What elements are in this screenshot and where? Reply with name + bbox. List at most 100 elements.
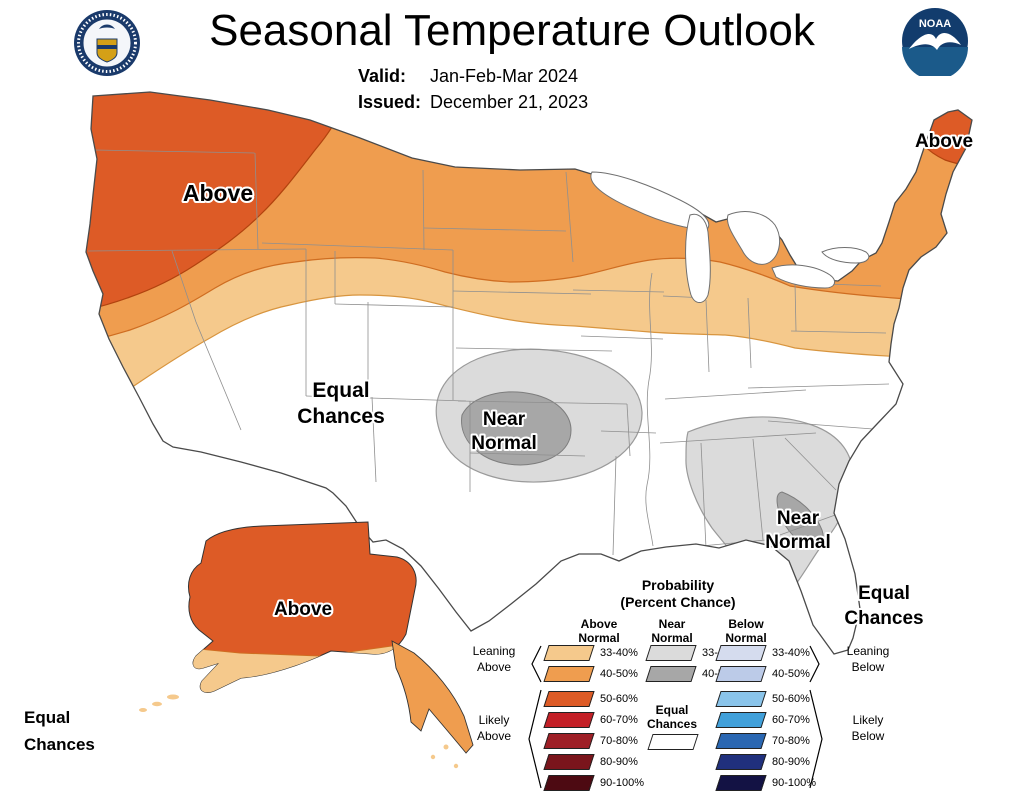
legend-row-below-40-50: 40-50%: [715, 666, 810, 682]
label-above-maine: Above: [915, 131, 973, 152]
legend-header-near-2: Normal: [651, 631, 693, 645]
alaska-panhandle: [391, 640, 474, 754]
legend-header-below-1: Below: [728, 617, 764, 631]
swatch-near-40-50: [645, 666, 697, 682]
range-below-80-90: 80-90%: [772, 756, 810, 768]
swatch-above-50-60: [543, 691, 595, 707]
legend-header-below: Below Normal: [711, 617, 781, 645]
legend-row-below-33-40: 33-40%: [715, 645, 810, 661]
issued-value: December 21, 2023: [430, 92, 589, 112]
label-above-alaska: Above: [274, 599, 332, 620]
legend-leaning-below-label: Leaning Below: [826, 643, 910, 675]
likely-above-2: Above: [476, 729, 512, 743]
swatch-below-40-50: [715, 666, 767, 682]
legend-header-near-1: Near: [658, 617, 686, 631]
legend-row-below-90-100: 90-100%: [715, 775, 816, 791]
valid-issued-block: Valid: Jan-Feb-Mar 2024 Issued: December…: [358, 63, 588, 115]
great-lakes: [590, 171, 870, 303]
legend-row-above-80-90: 80-90%: [543, 754, 638, 770]
leaning-below-2: Below: [851, 660, 885, 674]
valid-value: Jan-Feb-Mar 2024: [430, 66, 579, 86]
range-below-33-40: 33-40%: [772, 647, 810, 659]
lake-michigan: [685, 213, 711, 303]
range-above-80-90: 80-90%: [600, 756, 638, 768]
bracket-likely-above: [528, 689, 542, 789]
legend-row-above-70-80: 70-80%: [543, 733, 638, 749]
label-equal-chances-central-1: Equal: [312, 379, 369, 402]
swatch-above-33-40: [543, 645, 595, 661]
region-near-40-50-southeast: [776, 491, 824, 548]
likely-above-1: Likely: [478, 713, 510, 727]
legend-title-line1: Probability: [641, 577, 715, 593]
alaska-islands: [139, 694, 459, 769]
swatch-near-33-40: [645, 645, 697, 661]
legend-row-above-50-60: 50-60%: [543, 691, 638, 707]
legend-row-below-60-70: 60-70%: [715, 712, 810, 728]
swatch-above-40-50: [543, 666, 595, 682]
legend-header-below-2: Normal: [725, 631, 767, 645]
legend-equal-chances-label: Equal Chances: [637, 703, 707, 731]
legend-equal-1: Equal: [655, 703, 689, 717]
legend-likely-above-label: Likely Above: [452, 712, 536, 744]
leaning-above-1: Leaning: [472, 644, 516, 658]
seal-emblem: [96, 24, 118, 63]
bracket-leaning-above: [531, 645, 542, 683]
lake-superior: [590, 171, 710, 230]
lake-huron: [726, 211, 781, 265]
issued-label: Issued:: [358, 92, 422, 112]
legend-title: Probability (Percent Chance): [596, 577, 760, 611]
label-near-normal-southeast-1: Near: [777, 508, 820, 529]
legend-header-above-2: Normal: [578, 631, 620, 645]
label-equal-chances-hawaii-2: Chances: [24, 735, 95, 754]
swatch-below-90-100: [715, 775, 767, 791]
legend-brackets: [528, 645, 823, 789]
range-below-60-70: 60-70%: [772, 714, 810, 726]
noaa-logo-text: NOAA: [919, 18, 951, 30]
region-above-50-60-west: [86, 92, 371, 331]
legend-equal-2: Chances: [646, 717, 698, 731]
legend-row-below-80-90: 80-90%: [715, 754, 810, 770]
leaning-below-1: Leaning: [846, 644, 890, 658]
label-equal-chances-central-2: Chances: [297, 405, 385, 428]
range-above-60-70: 60-70%: [600, 714, 638, 726]
legend-header-above: Above Normal: [564, 617, 634, 645]
department-of-commerce-seal: [74, 10, 140, 76]
lake-ontario: [821, 247, 870, 264]
range-above-33-40: 33-40%: [600, 647, 638, 659]
legend-row-equal-chances: [647, 734, 699, 750]
label-near-normal-southeast-2: Normal: [765, 532, 830, 553]
range-above-50-60: 50-60%: [600, 693, 638, 705]
noaa-gull-icon: [909, 33, 961, 51]
likely-below-1: Likely: [852, 713, 884, 727]
swatch-below-60-70: [715, 712, 767, 728]
page-title: Seasonal Temperature Outlook: [209, 6, 815, 55]
bracket-leaning-below: [809, 645, 820, 683]
swatch-below-80-90: [715, 754, 767, 770]
legend-title-line2: (Percent Chance): [620, 594, 736, 610]
label-near-normal-central-1: Near: [483, 409, 526, 430]
noaa-logo: NOAA: [902, 8, 968, 76]
legend-row-below-70-80: 70-80%: [715, 733, 810, 749]
likely-below-2: Below: [851, 729, 885, 743]
label-equal-chances-hawaii-1: Equal: [24, 708, 70, 727]
lake-erie: [771, 264, 836, 289]
range-below-70-80: 70-80%: [772, 735, 810, 747]
legend-row-above-33-40: 33-40%: [543, 645, 638, 661]
legend-header-near: Near Normal: [637, 617, 707, 645]
label-near-normal-central-2: Normal: [471, 433, 536, 454]
leaning-above-2: Above: [476, 660, 512, 674]
legend-header-above-1: Above: [580, 617, 618, 631]
swatch-equal-chances: [647, 734, 699, 750]
label-equal-chances-florida-2: Chances: [844, 608, 923, 629]
swatch-above-80-90: [543, 754, 595, 770]
swatch-above-70-80: [543, 733, 595, 749]
swatch-above-60-70: [543, 712, 595, 728]
bracket-likely-below: [809, 689, 823, 789]
noaa-ocean: [902, 47, 968, 76]
region-near-40-50-central: [461, 391, 572, 466]
legend-row-below-50-60: 50-60%: [715, 691, 810, 707]
swatch-above-90-100: [543, 775, 595, 791]
range-below-40-50: 40-50%: [772, 668, 810, 680]
